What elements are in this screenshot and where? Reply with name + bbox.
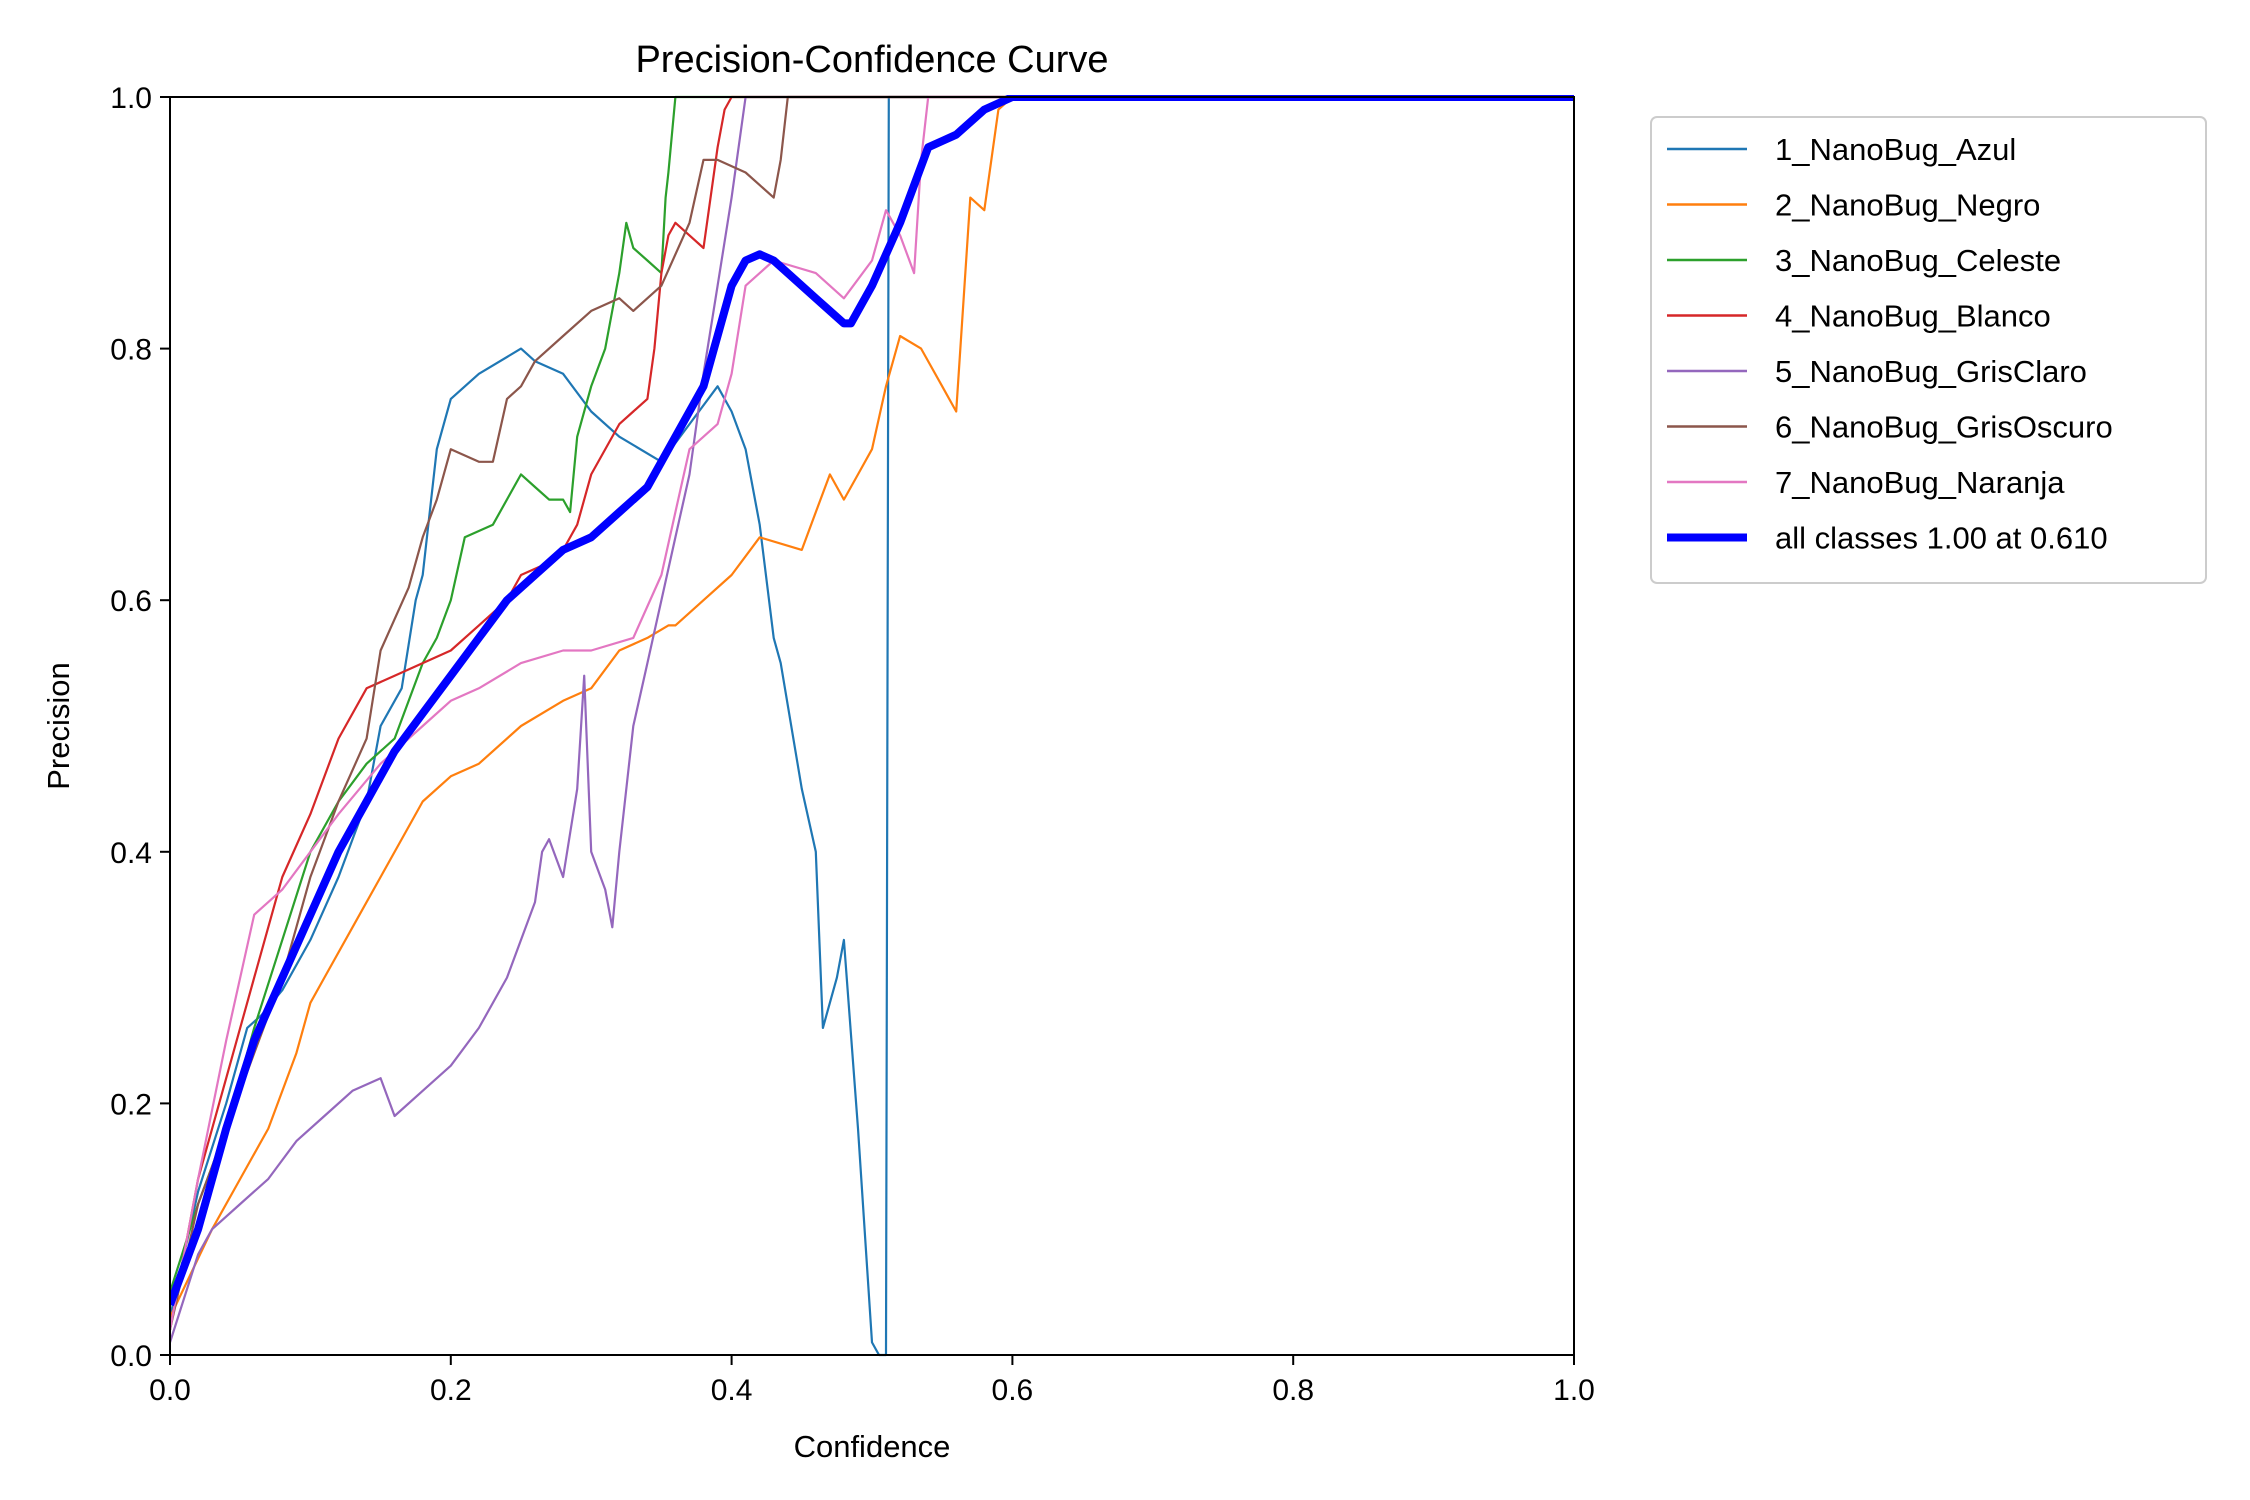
y-tick-label: 0.6 [110,585,152,618]
legend-item-6-nanobug-grisoscuro: 6_NanoBug_GrisOscuro [1667,410,2113,445]
legend-item-7-nanobug-naranja: 7_NanoBug_Naranja [1667,465,2065,500]
series-line-all-classes-1-00-at-0-610 [170,95,1574,1307]
series-line-7-nanobug-naranja [170,95,1574,1331]
x-tick-label: 0.8 [1272,1374,1314,1407]
chart-title: Precision-Confidence Curve [635,39,1108,81]
legend-label: 5_NanoBug_GrisClaro [1775,354,2087,389]
x-tick-label: 1.0 [1553,1374,1595,1407]
y-tick-label: 1.0 [110,82,152,115]
y-axis-ticks: 0.0 0.2 0.4 0.6 0.8 1.0 [110,82,170,1373]
legend-item-1-nanobug-azul: 1_NanoBug_Azul [1667,132,2016,167]
plot-frame [169,96,1575,1356]
x-axis-ticks: 0.0 0.2 0.4 0.6 0.8 1.0 [149,1355,1595,1407]
legend-box [1650,116,2207,584]
legend-label: all classes 1.00 at 0.610 [1775,521,2108,556]
x-tick-label: 0.0 [149,1374,191,1407]
y-tick-label: 0.0 [110,1340,152,1373]
legend-item-3-nanobug-celeste: 3_NanoBug_Celeste [1667,243,2061,278]
plot-lines [170,95,1574,1357]
legend-label: 6_NanoBug_GrisOscuro [1775,410,2113,445]
legend-item-2-nanobug-negro: 2_NanoBug_Negro [1667,188,2040,223]
y-tick-label: 0.8 [110,334,152,367]
series-line-5-nanobug-grisclaro [170,95,1574,1343]
legend: 1_NanoBug_Azul 2_NanoBug_Negro 3_NanoBug_C… [1650,116,2207,584]
x-tick-label: 0.2 [430,1374,472,1407]
legend-label: 2_NanoBug_Negro [1775,188,2040,223]
x-tick-label: 0.6 [992,1374,1034,1407]
x-tick-label: 0.4 [711,1374,753,1407]
series-line-1-nanobug-azul [170,95,1574,1357]
series-line-2-nanobug-negro [170,95,1574,1318]
legend-item-4-nanobug-blanco: 4_NanoBug_Blanco [1667,299,2051,334]
legend-item-all-classes-1-00-at-0-610: all classes 1.00 at 0.610 [1667,521,2108,556]
y-axis-title: Precision [41,662,76,790]
legend-label: 3_NanoBug_Celeste [1775,243,2061,278]
legend-items: 1_NanoBug_Azul 2_NanoBug_Negro 3_NanoBug_C… [1667,132,2113,556]
y-tick-label: 0.4 [110,837,152,870]
legend-label: 1_NanoBug_Azul [1775,132,2016,167]
y-tick-label: 0.2 [110,1088,152,1121]
legend-item-5-nanobug-grisclaro: 5_NanoBug_GrisClaro [1667,354,2087,389]
x-axis-title: Confidence [794,1429,951,1464]
series-line-6-nanobug-grisoscuro [170,95,1574,1331]
series-line-3-nanobug-celeste [170,95,1574,1293]
legend-label: 4_NanoBug_Blanco [1775,299,2051,334]
legend-label: 7_NanoBug_Naranja [1775,465,2065,500]
